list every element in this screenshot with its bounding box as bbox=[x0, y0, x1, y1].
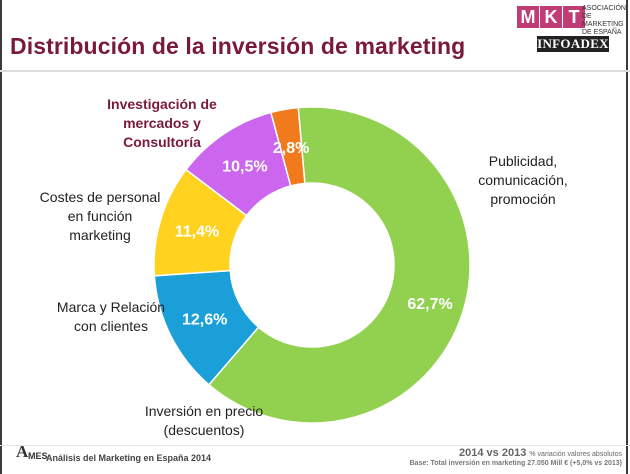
right-border-line bbox=[626, 0, 628, 474]
label-precio: Inversión en precio (descuentos) bbox=[124, 402, 284, 440]
donut-slice-publicidad bbox=[207, 106, 471, 424]
mkt-logo-k: K bbox=[540, 6, 562, 28]
slide-title: Distribución de la inversión de marketin… bbox=[10, 33, 466, 59]
label-investigacion: Investigación de mercados y Consultoría bbox=[96, 95, 228, 152]
infoadex-logo: INFOADEX bbox=[537, 36, 609, 52]
mkt-logo-text-line: ASOCIACIÓN bbox=[582, 5, 626, 12]
label-line: comunicación, bbox=[478, 172, 568, 188]
footer-comparison-main: 2014 vs 2013 bbox=[459, 447, 527, 459]
label-line: Publicidad, bbox=[488, 153, 558, 169]
label-line: con clientes bbox=[74, 318, 148, 334]
footer-divider bbox=[0, 445, 630, 446]
label-line: Inversión en precio bbox=[144, 403, 264, 419]
label-line: Marca y Relación bbox=[56, 299, 166, 315]
ames-logo-es: MES bbox=[28, 451, 48, 461]
label-line: promoción bbox=[490, 191, 556, 207]
label-line: Consultoría bbox=[123, 134, 201, 150]
donut-slice-investigacion bbox=[269, 106, 306, 187]
footer-base: Base: Total inversión en marketing 27.05… bbox=[409, 460, 623, 467]
label-line: (descuentos) bbox=[163, 422, 245, 438]
data-label-investigacion: 2,8% bbox=[273, 140, 309, 157]
label-line: en función bbox=[67, 208, 133, 224]
footer-comparison-note: % variación valores absolutos bbox=[529, 451, 622, 458]
data-label-personal: 10,5% bbox=[222, 158, 267, 175]
left-border-line bbox=[0, 0, 2, 474]
footer-source: Análisis del Marketing en España 2014 bbox=[46, 453, 212, 463]
mkt-logo-text: ASOCIACIÓN DE MARKETING DE ESPAÑA bbox=[582, 5, 630, 37]
ames-logo-a: A bbox=[16, 442, 29, 461]
mkt-logo-text-line: DE ESPAÑA bbox=[582, 29, 622, 36]
label-line: marketing bbox=[69, 227, 131, 243]
mkt-logo-m: M bbox=[517, 6, 539, 28]
label-personal: Costes de personal en función marketing bbox=[30, 188, 170, 245]
data-label-publicidad: 62,7% bbox=[407, 296, 452, 313]
title-divider bbox=[0, 70, 630, 72]
ames-logo: A MES bbox=[16, 442, 48, 464]
mkt-logo-text-line: DE MARKETING bbox=[582, 13, 624, 28]
mkt-logo-t: T bbox=[563, 6, 585, 28]
data-label-marca: 11,4% bbox=[175, 224, 219, 241]
label-line: mercados y bbox=[123, 115, 201, 131]
label-marca: Marca y Relación con clientes bbox=[48, 298, 174, 336]
label-publicidad: Publicidad, comunicación, promoción bbox=[464, 152, 582, 209]
data-label-precio: 12,6% bbox=[182, 312, 227, 329]
label-line: Costes de personal bbox=[39, 189, 161, 205]
label-line: Investigación de bbox=[107, 96, 217, 112]
footer-comparison: 2014 vs 2013 % variación valores absolut… bbox=[459, 447, 622, 459]
